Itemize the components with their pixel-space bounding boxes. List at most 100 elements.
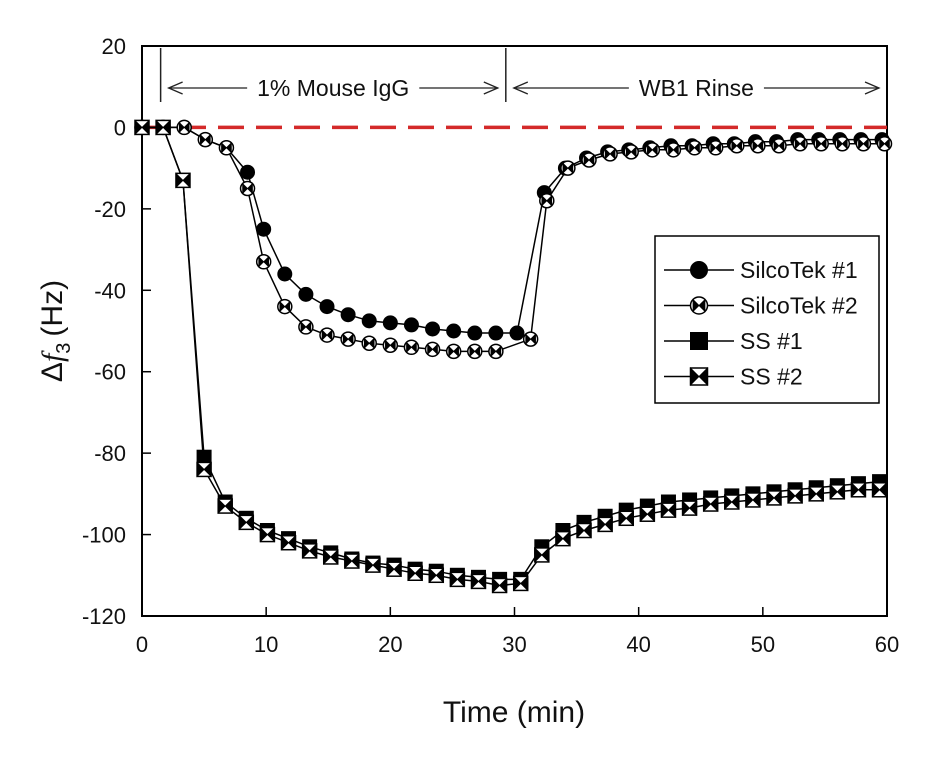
legend-marker-silcotek-2 [689,296,709,315]
annotation-arrow-right-1-head [864,81,881,95]
data-point-silcotek-2 [665,142,682,158]
legend: SilcoTek #1 SilcoTek #2 SS #1 SS #2 [654,235,880,404]
data-point-silcotek-2 [729,138,745,154]
data-point-ss-2 [491,577,508,594]
data-point-ss-2 [808,485,824,502]
data-point-silcotek-2 [602,146,618,162]
data-point-silcotek-2 [255,254,272,270]
legend-label: SS #1 [740,328,803,354]
data-point-ss-2 [681,500,698,517]
phase-annotations: 1% Mouse IgG WB1 Rinse [166,75,881,101]
data-point-silcotek-1 [382,315,398,331]
data-point-silcotek-2 [792,135,808,152]
y-tick-label: -40 [94,278,126,303]
data-point-silcotek-1 [277,266,293,282]
data-point-ss-2 [534,546,550,563]
data-point-ss-2 [470,573,487,590]
data-point-silcotek-1 [403,317,419,333]
y-tick-labels: 20 0 -20 -40 -60 -80 -100 -120 [82,34,126,629]
data-point-silcotek-2 [340,331,356,347]
annotation-arrow-right-0-head [483,81,500,95]
data-point-silcotek-1 [467,325,483,341]
annotation-arrow-left-1-head [512,81,529,95]
data-point-silcotek-1 [425,321,441,337]
data-point-silcotek-2 [623,144,639,160]
legend-item-ss-2: SS #2 [664,364,803,390]
data-point-ss-2 [576,522,592,539]
data-point-silcotek-1 [361,313,377,329]
data-point-silcotek-2 [750,138,766,154]
data-point-ss-2 [597,516,613,533]
y-tick-label: -100 [82,523,126,548]
data-point-ss-2 [618,510,634,527]
y-tick-label: -60 [94,360,126,385]
data-point-silcotek-2 [218,140,235,156]
x-tick-label: 30 [502,632,526,657]
data-point-silcotek-2 [298,319,314,335]
data-point-silcotek-1 [509,325,525,341]
data-point-ss-2 [702,496,719,513]
x-tick-label: 40 [626,632,650,657]
x-tick-label: 60 [875,632,899,657]
annotation-wb1-rinse: WB1 Rinse [639,75,754,101]
data-point-ss-2 [512,575,529,592]
data-point-ss-2 [259,526,276,543]
data-point-silcotek-1 [298,286,314,302]
data-point-silcotek-2 [581,152,597,168]
data-point-silcotek-2 [644,142,661,158]
data-point-ss-2 [196,461,212,478]
data-point-ss-2 [428,567,445,584]
data-point-silcotek-1 [488,325,504,341]
data-point-silcotek-2 [361,335,377,351]
legend-marker-ss-2 [689,367,709,386]
legend-item-silcotek-2: SilcoTek #2 [664,293,858,319]
series-ss-2 [134,119,888,594]
data-point-silcotek-2 [176,119,192,136]
data-point-ss-2 [660,502,677,519]
data-point-ss-2 [301,542,318,559]
data-point-ss-2 [639,506,656,523]
legend-label: SilcoTek #2 [740,293,858,319]
series-layer [134,119,893,594]
data-point-ss-2 [344,553,360,570]
data-point-silcotek-2 [855,135,872,152]
data-point-ss-2 [386,561,402,578]
data-point-silcotek-1 [446,323,462,339]
x-tick-labels: 0 10 20 30 40 50 60 [136,632,899,657]
data-point-silcotek-2 [771,138,787,154]
x-tick-label: 50 [751,632,775,657]
x-axis-title: Time (min) [443,696,585,729]
legend-label: SilcoTek #1 [740,257,858,283]
annotation-mouse-igg: 1% Mouse IgG [257,75,409,101]
data-point-silcotek-2 [403,339,420,356]
data-point-ss-2 [871,481,888,498]
data-point-ss-2 [850,481,867,498]
data-point-ss-2 [555,530,571,547]
data-point-silcotek-2 [539,192,555,209]
data-point-ss-2 [238,514,255,531]
data-point-ss-2 [724,494,740,510]
data-point-silcotek-2 [424,341,441,358]
data-point-ss-2 [134,119,150,136]
x-tick-label: 0 [136,632,148,657]
data-point-silcotek-2 [382,337,399,353]
data-point-silcotek-2 [686,140,703,156]
data-point-ss-2 [322,548,339,565]
data-point-silcotek-2 [522,331,539,347]
legend-item-silcotek-1: SilcoTek #1 [664,257,858,283]
data-point-silcotek-2 [319,327,335,343]
data-point-ss-2 [155,119,171,136]
data-point-silcotek-2 [813,135,829,152]
data-point-ss-2 [217,498,233,515]
data-point-silcotek-2 [707,140,724,156]
data-point-silcotek-1 [319,299,335,315]
x-tick-label: 20 [378,632,402,657]
data-point-ss-2 [175,172,191,189]
y-tick-label: 0 [114,115,126,140]
data-point-silcotek-2 [467,343,483,360]
data-point-silcotek-2 [560,160,576,176]
data-point-ss-2 [829,483,846,500]
x-tick-label: 10 [254,632,278,657]
data-point-silcotek-2 [876,135,893,152]
